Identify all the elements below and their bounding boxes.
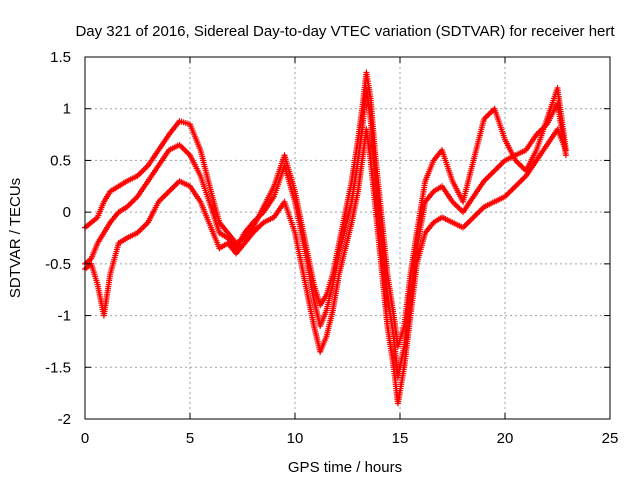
data-point-marker [562,147,569,154]
x-tick-label: 0 [81,430,89,447]
axis-ticks: 0 5 10 15 20 25 1.5 1 0.5 0 -0.5 -1 -1.5 -2 [45,49,618,447]
x-axis-label: GPS time / hours [288,459,402,476]
y-tick-label: -1.5 [45,359,71,376]
y-tick-label: 1.5 [50,49,71,66]
y-tick-label: 1 [63,101,71,118]
grid [85,57,610,419]
y-tick-label: -0.5 [45,256,71,273]
x-tick-label: 5 [186,430,194,447]
y-tick-label: -2 [58,411,71,428]
x-tick-label: 20 [497,430,514,447]
y-axis-label: SDTVAR / TECUs [7,178,24,298]
y-tick-label: -1 [58,308,71,325]
y-tick-label: 0.5 [50,152,71,169]
plot-frame [84,56,611,420]
data-point-marker [562,152,569,159]
x-tick-label: 15 [392,430,409,447]
series-track-c [82,126,569,407]
x-tick-label: 25 [602,430,619,447]
x-tick-label: 10 [287,430,304,447]
y-tick-label: 0 [63,204,71,221]
data-series [82,69,569,407]
chart-title: Day 321 of 2016, Sidereal Day-to-day VTE… [75,23,615,40]
